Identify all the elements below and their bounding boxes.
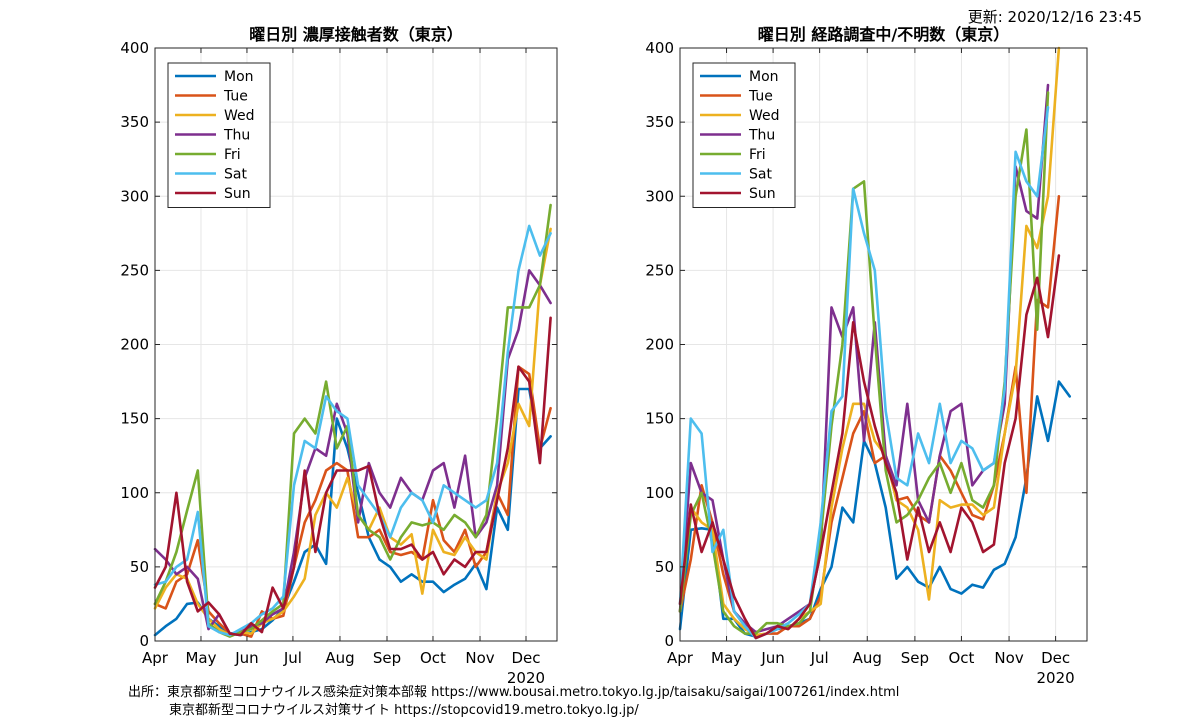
- source-line-1: 出所：東京都新型コロナウイルス感染症対策本部報 https://www.bous…: [128, 685, 900, 700]
- y-tick-label: 50: [655, 558, 674, 576]
- x-tick-label: Jul: [283, 649, 302, 667]
- x-tick-label: Oct: [948, 649, 974, 667]
- x-tick-label: May: [711, 649, 742, 667]
- x-tick-label: Jun: [760, 649, 784, 667]
- legend-label-mon: Mon: [224, 69, 254, 85]
- update-timestamp: 更新: 2020/12/16 23:45: [967, 8, 1142, 26]
- legend-label-sat: Sat: [224, 167, 247, 183]
- series-line-fri: [678, 91, 1050, 635]
- y-tick-label: 250: [645, 261, 674, 279]
- y-tick-label: 200: [645, 336, 674, 354]
- legend-label-mon: Mon: [749, 69, 779, 85]
- chart-title: 曜日別 経路調査中/不明数（東京）: [758, 25, 1009, 44]
- y-tick-label: 50: [130, 558, 149, 576]
- legend-label-wed: Wed: [224, 108, 255, 124]
- x-tick-label: Nov: [994, 649, 1023, 667]
- series-line-sat: [153, 224, 552, 637]
- chart-panel-2: 0 50 100 150 200 250 300 350 400 Apr May Jun Jul Aug S…: [645, 25, 1088, 687]
- x-tick-label: Sep: [901, 649, 929, 667]
- legend-label-fri: Fri: [749, 147, 766, 163]
- x-tick-label: Apr: [667, 649, 694, 667]
- y-tick-label: 100: [645, 484, 674, 502]
- x-tick-label: Aug: [325, 649, 354, 667]
- y-tick-label: 350: [120, 113, 149, 131]
- y-tick-label: 200: [120, 336, 149, 354]
- x-axis-year-label: 2020: [1037, 669, 1075, 687]
- y-tick-label: 150: [645, 410, 674, 428]
- chart-panel-1: 0 50 100 150 200 250 300 350 400 Apr May Jun Jul Aug S…: [120, 25, 558, 687]
- y-tick-label: 300: [645, 187, 674, 205]
- series-line-sat: [678, 106, 1050, 640]
- legend-label-sat: Sat: [749, 167, 772, 183]
- x-tick-label: Nov: [465, 649, 494, 667]
- y-tick-label: 0: [139, 632, 149, 650]
- x-tick-label: Apr: [142, 649, 169, 667]
- series-line-sun: [153, 316, 552, 637]
- legend-label-wed: Wed: [749, 108, 780, 124]
- y-tick-label: 300: [120, 187, 149, 205]
- series-line-fri: [153, 203, 552, 638]
- y-tick-label: 150: [120, 410, 149, 428]
- y-tick-label: 350: [645, 113, 674, 131]
- x-tick-label: Oct: [420, 649, 446, 667]
- x-tick-label: Aug: [853, 649, 882, 667]
- legend-label-tue: Tue: [223, 89, 248, 105]
- source-note: 出所：東京都新型コロナウイルス感染症対策本部報 https://www.bous…: [128, 684, 899, 720]
- y-tick-label: 400: [645, 39, 674, 57]
- legend-label-sun: Sun: [224, 186, 251, 202]
- x-tick-label: Sep: [373, 649, 401, 667]
- x-axis-year-label: 2020: [507, 669, 545, 687]
- x-tick-label: Dec: [511, 649, 540, 667]
- x-tick-label: Jul: [810, 649, 829, 667]
- x-tick-label: Dec: [1041, 649, 1070, 667]
- legend-label-tue: Tue: [748, 89, 773, 105]
- y-tick-label: 100: [120, 484, 149, 502]
- y-tick-label: 400: [120, 39, 149, 57]
- legend-label-sun: Sun: [749, 186, 776, 202]
- series-line-tue: [153, 365, 552, 638]
- x-tick-label: May: [185, 649, 216, 667]
- legend-label-fri: Fri: [224, 147, 241, 163]
- source-line-2: 東京都新型コロナウイルス対策サイト https://stopcovid19.me…: [169, 703, 639, 718]
- series-line-mon: [678, 380, 1071, 638]
- legend-label-thu: Thu: [223, 128, 250, 144]
- y-tick-label: 250: [120, 261, 149, 279]
- series-line-sun: [678, 254, 1061, 640]
- series-line-wed: [153, 227, 552, 637]
- legend-label-thu: Thu: [748, 128, 775, 144]
- y-tick-label: 0: [664, 632, 674, 650]
- x-tick-label: Jun: [234, 649, 258, 667]
- chart-title: 曜日別 濃厚接触者数（東京）: [249, 25, 463, 44]
- series-line-wed: [678, 46, 1061, 637]
